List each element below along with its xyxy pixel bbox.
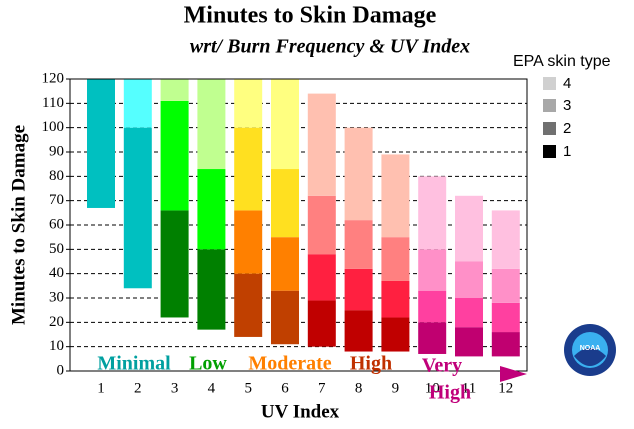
- legend-swatch: [543, 77, 556, 90]
- y-tick-label: 70: [49, 192, 64, 208]
- y-tick-label: 120: [42, 70, 65, 86]
- y-tick-label: 110: [42, 95, 64, 111]
- bar-segment: [234, 210, 263, 274]
- bar-segment: [381, 237, 410, 281]
- y-tick-label: 30: [49, 289, 64, 305]
- x-tick-label: 8: [355, 380, 363, 396]
- bar-segment: [123, 127, 152, 289]
- logo-wave: [574, 348, 606, 366]
- y-axis-title: Minutes to Skin Damage: [8, 125, 29, 325]
- legend-title: EPA skin type: [513, 53, 611, 70]
- zone-arrow-head: [500, 366, 527, 382]
- bar-segment: [307, 254, 336, 301]
- x-tick-label: 12: [498, 380, 513, 396]
- x-tick-label: 6: [281, 380, 289, 396]
- bar-segment: [381, 154, 410, 238]
- y-tick-label: 50: [49, 241, 64, 257]
- bar-segment: [455, 195, 483, 262]
- bar-segment: [344, 127, 373, 221]
- bar-segment: [234, 273, 263, 337]
- bar-segment: [271, 290, 299, 345]
- x-tick-label: 1: [97, 380, 105, 396]
- y-tick-label: 20: [49, 314, 64, 330]
- x-tick-label: 2: [134, 380, 142, 396]
- bar-segment: [197, 79, 226, 170]
- zone-label: High: [429, 382, 471, 404]
- zone-label: Minimal: [97, 353, 171, 375]
- y-tick-label: 10: [49, 338, 64, 354]
- bars: [87, 79, 520, 357]
- legend-label: 2: [563, 120, 571, 137]
- y-tick-label: 100: [42, 119, 65, 135]
- legend-label: 4: [563, 75, 571, 92]
- bar-segment: [197, 169, 226, 250]
- y-tick-label: 60: [49, 216, 64, 232]
- bar-segment: [455, 298, 483, 328]
- legend-swatch: [543, 99, 556, 112]
- x-tick-label: 11: [462, 380, 476, 396]
- y-tick-label: 0: [57, 362, 65, 378]
- bar-segment: [491, 210, 520, 269]
- bar-segment: [234, 79, 263, 128]
- bar-segment: [87, 79, 115, 208]
- legend-swatch: [543, 122, 556, 135]
- bar-segment: [123, 79, 152, 128]
- zone-label: High: [350, 353, 392, 375]
- x-tick-label: 5: [244, 380, 252, 396]
- y-tick-label: 40: [49, 265, 64, 281]
- x-tick-label: 3: [171, 380, 179, 396]
- bar-segment: [307, 195, 336, 255]
- bar-segment: [197, 249, 226, 330]
- bar-segment: [271, 169, 299, 238]
- y-tick-label: 80: [49, 168, 64, 184]
- bar-segment: [271, 79, 299, 170]
- x-axis-title: UV Index: [261, 401, 340, 422]
- bar-segment: [307, 300, 336, 347]
- bar-segment: [491, 302, 520, 333]
- bar-segment: [381, 280, 410, 318]
- bar-segment: [344, 268, 373, 311]
- bar-segment: [418, 176, 447, 250]
- zone-label: Moderate: [248, 353, 331, 375]
- logo-text: NOAA: [580, 345, 601, 352]
- bar-segment: [271, 237, 299, 291]
- legend-swatch: [543, 145, 556, 158]
- bar-segment: [455, 261, 483, 298]
- bar-segment: [491, 332, 520, 357]
- x-tick-label: 10: [425, 380, 440, 396]
- bar-segment: [344, 220, 373, 269]
- bar-segment: [455, 327, 483, 357]
- bar-segment: [418, 249, 447, 291]
- bar-segment: [307, 93, 336, 196]
- bar-segment: [234, 127, 263, 211]
- zone-label: Low: [189, 353, 227, 375]
- bar-segment: [491, 268, 520, 303]
- bar-segment: [160, 210, 189, 318]
- bar-segment: [160, 79, 189, 101]
- y-tick-label: 90: [49, 143, 64, 159]
- zone-label: Very: [422, 355, 462, 377]
- x-tick-label: 9: [392, 380, 400, 396]
- bar-segment: [418, 290, 447, 323]
- x-tick-label: 4: [208, 380, 216, 396]
- bar-segment: [381, 317, 410, 352]
- chart-title: Minutes to Skin Damage: [184, 3, 437, 29]
- legend-label: 3: [563, 97, 571, 114]
- noaa-logo: NOAA: [564, 324, 616, 376]
- legend-label: 1: [563, 143, 571, 160]
- bar-segment: [344, 310, 373, 352]
- chart-subtitle: wrt/ Burn Frequency & UV Index: [190, 36, 470, 58]
- bar-segment: [160, 100, 189, 211]
- bar-segment: [418, 322, 447, 354]
- x-tick-label: 7: [318, 380, 326, 396]
